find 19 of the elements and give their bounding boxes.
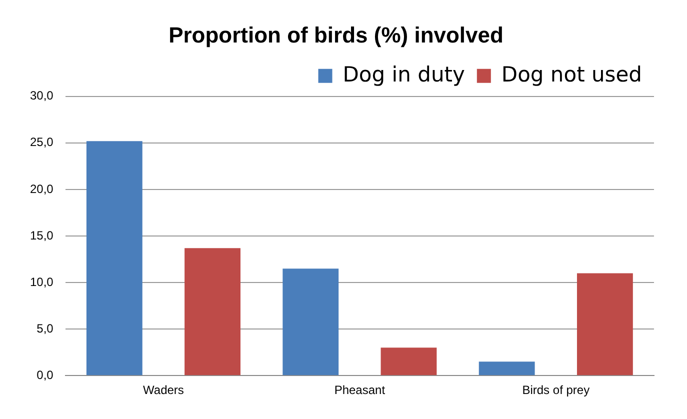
- legend-label: Dog not used: [501, 62, 642, 86]
- bar: [282, 268, 339, 376]
- x-tick-label: Pheasant: [334, 383, 386, 398]
- y-tick-label: 10,0: [30, 274, 54, 289]
- y-tick-label: 30,0: [30, 88, 54, 103]
- y-tick-label: 0,0: [36, 368, 54, 382]
- bar: [184, 248, 240, 376]
- bar: [478, 362, 535, 376]
- y-tick-label: 5,0: [36, 321, 54, 336]
- legend-label: Dog in duty: [342, 62, 465, 86]
- chart-title: Proportion of birds (%) involved: [168, 22, 504, 48]
- y-tick-label: 25,0: [30, 135, 54, 150]
- bar: [86, 141, 142, 376]
- x-tick-label: Birds of prey: [522, 383, 590, 398]
- bar: [380, 348, 437, 376]
- y-tick-label: 15,0: [30, 228, 54, 242]
- x-tick-label: Waders: [143, 383, 184, 398]
- y-tick-label: 20,0: [30, 182, 54, 196]
- bar: [576, 273, 633, 376]
